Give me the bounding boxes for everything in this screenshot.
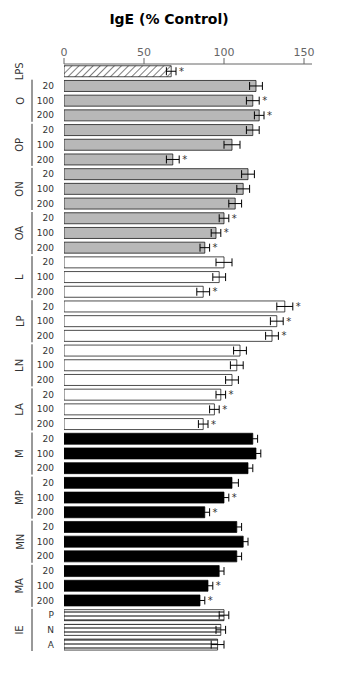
svg-text:*: * — [213, 286, 218, 297]
svg-text:20: 20 — [43, 213, 55, 223]
svg-text:50: 50 — [137, 46, 151, 59]
svg-text:100: 100 — [37, 449, 54, 459]
svg-text:100: 100 — [37, 537, 54, 547]
svg-text:0: 0 — [61, 46, 68, 59]
svg-text:N: N — [47, 625, 54, 635]
svg-text:200: 200 — [37, 287, 54, 297]
svg-text:100: 100 — [37, 272, 54, 282]
svg-text:MA: MA — [15, 578, 26, 594]
svg-text:OP: OP — [15, 138, 26, 152]
svg-text:OA: OA — [15, 226, 26, 241]
svg-text:100: 100 — [37, 140, 54, 150]
svg-text:100: 100 — [37, 96, 54, 106]
svg-text:*: * — [208, 595, 213, 606]
svg-text:LN: LN — [15, 359, 26, 372]
svg-text:100: 100 — [37, 184, 54, 194]
svg-text:100: 100 — [37, 360, 54, 370]
svg-text:*: * — [179, 66, 184, 77]
svg-text:20: 20 — [43, 125, 55, 135]
svg-text:200: 200 — [37, 375, 54, 385]
svg-text:A: A — [48, 640, 55, 650]
svg-text:200: 200 — [37, 110, 54, 120]
svg-text:*: * — [267, 110, 272, 121]
svg-text:L: L — [15, 274, 26, 280]
svg-text:20: 20 — [43, 302, 55, 312]
svg-text:IE: IE — [15, 625, 26, 634]
svg-text:*: * — [286, 316, 291, 327]
svg-text:100: 100 — [37, 493, 54, 503]
svg-text:20: 20 — [43, 522, 55, 532]
svg-text:*: * — [232, 213, 237, 224]
svg-text:20: 20 — [43, 257, 55, 267]
svg-text:20: 20 — [43, 434, 55, 444]
svg-text:O: O — [15, 97, 26, 105]
svg-text:150: 150 — [294, 46, 315, 59]
html-text:IgE (% Control): IgE (% Control) — [109, 11, 229, 27]
svg-text:*: * — [262, 95, 267, 106]
svg-text:20: 20 — [43, 169, 55, 179]
svg-text:200: 200 — [37, 463, 54, 473]
svg-text:100: 100 — [214, 46, 235, 59]
svg-text:200: 200 — [37, 199, 54, 209]
svg-text:MN: MN — [15, 534, 26, 550]
svg-text:100: 100 — [37, 316, 54, 326]
svg-text:200: 200 — [37, 155, 54, 165]
svg-text:LA: LA — [15, 403, 26, 416]
svg-text:100: 100 — [37, 228, 54, 238]
svg-text:*: * — [296, 301, 301, 312]
svg-text:20: 20 — [43, 346, 55, 356]
svg-text:20: 20 — [43, 81, 55, 91]
svg-text:ON: ON — [15, 181, 26, 196]
svg-text:*: * — [213, 507, 218, 518]
svg-text:200: 200 — [37, 243, 54, 253]
svg-text:20: 20 — [43, 390, 55, 400]
svg-text:M: M — [15, 449, 26, 458]
svg-text:*: * — [224, 227, 229, 238]
svg-text:100: 100 — [37, 581, 54, 591]
svg-text:*: * — [229, 389, 234, 400]
svg-text:200: 200 — [37, 507, 54, 517]
svg-text:200: 200 — [37, 596, 54, 606]
svg-text:200: 200 — [37, 331, 54, 341]
svg-text:*: * — [232, 492, 237, 503]
svg-text:LPS: LPS — [15, 62, 26, 80]
svg-text:*: * — [211, 419, 216, 430]
svg-text:20: 20 — [43, 478, 55, 488]
svg-text:*: * — [213, 242, 218, 253]
svg-text:*: * — [281, 330, 286, 341]
svg-text:LP: LP — [15, 315, 26, 327]
svg-text:100: 100 — [37, 404, 54, 414]
svg-text:20: 20 — [43, 566, 55, 576]
svg-text:*: * — [182, 154, 187, 165]
svg-text:200: 200 — [37, 551, 54, 561]
svg-text:200: 200 — [37, 419, 54, 429]
svg-text:P: P — [49, 610, 55, 620]
svg-text:*: * — [222, 404, 227, 415]
svg-text:MP: MP — [15, 490, 26, 505]
svg-text:*: * — [216, 580, 221, 591]
